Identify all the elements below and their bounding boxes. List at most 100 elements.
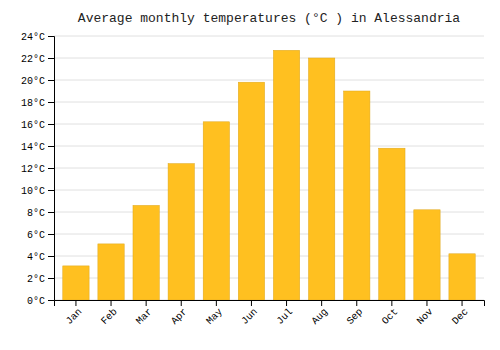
tick: 20°C bbox=[21, 76, 54, 87]
tick-mark bbox=[48, 168, 54, 169]
tick-label: May bbox=[204, 306, 225, 327]
tick-mark bbox=[391, 300, 392, 306]
tick-label: 8°C bbox=[27, 208, 45, 219]
tick-label: Oct bbox=[380, 306, 401, 327]
tick-label: 12°C bbox=[21, 164, 45, 175]
tick: 0°C bbox=[27, 296, 54, 307]
tick-mark bbox=[48, 256, 54, 257]
bar bbox=[414, 210, 440, 300]
tick: 8°C bbox=[27, 208, 54, 219]
tick-label: 16°C bbox=[21, 120, 45, 131]
plot-area bbox=[63, 50, 475, 300]
tick-mark bbox=[48, 234, 54, 235]
bar bbox=[168, 164, 194, 300]
bar bbox=[203, 122, 229, 300]
tick-label: 22°C bbox=[21, 54, 45, 65]
tick: 24°C bbox=[21, 32, 54, 43]
tick-label: 24°C bbox=[21, 32, 45, 43]
y-axis: 0°C 2°C 4°C 6°C 8°C 10°C 12°C 14°C 16°C 18°C 20°C 2… bbox=[21, 32, 55, 307]
tick: Dec bbox=[450, 300, 471, 327]
tick: 22°C bbox=[21, 54, 54, 65]
tick: Oct bbox=[380, 300, 401, 327]
axis-line bbox=[48, 37, 55, 301]
tick: Jan bbox=[64, 300, 85, 327]
tick-mark bbox=[48, 102, 54, 103]
tick-mark bbox=[462, 300, 463, 306]
tick-mark bbox=[48, 190, 54, 191]
tick-mark bbox=[48, 278, 54, 279]
tick-mark bbox=[356, 300, 357, 306]
bar bbox=[133, 205, 159, 300]
tick: Jul bbox=[275, 300, 296, 327]
tick-mark bbox=[286, 300, 287, 306]
tick-mark bbox=[48, 80, 54, 81]
x-axis: Jan Feb Mar Apr May Jun Jul Aug Sep Oct Nov Dec bbox=[55, 300, 485, 327]
tick: 4°C bbox=[27, 252, 54, 263]
tick-mark bbox=[48, 146, 54, 147]
tick: Nov bbox=[415, 300, 436, 327]
tick-label: Apr bbox=[169, 306, 190, 327]
tick: Aug bbox=[310, 300, 331, 327]
bar bbox=[63, 266, 89, 300]
tick: 16°C bbox=[21, 120, 54, 131]
bar bbox=[98, 244, 124, 300]
bar bbox=[238, 82, 264, 300]
tick-label: 18°C bbox=[21, 98, 45, 109]
grid-line bbox=[54, 124, 484, 125]
bar bbox=[449, 254, 475, 300]
tick-mark bbox=[321, 300, 322, 306]
tick-mark bbox=[146, 300, 147, 306]
tick-label: 2°C bbox=[27, 274, 45, 285]
tick-mark bbox=[48, 212, 54, 213]
tick: 18°C bbox=[21, 98, 54, 109]
tick-label: Jan bbox=[64, 306, 85, 327]
tick: 14°C bbox=[21, 142, 54, 153]
title: Average monthly temperatures (°C ) in Al… bbox=[78, 11, 460, 26]
tick-mark bbox=[251, 300, 252, 306]
grid-line bbox=[54, 168, 484, 169]
grid-line bbox=[54, 80, 484, 81]
grid-line bbox=[54, 190, 484, 191]
grid-line bbox=[54, 58, 484, 59]
tick-label: 14°C bbox=[21, 142, 45, 153]
tick-label: Dec bbox=[450, 306, 471, 327]
tick-mark bbox=[181, 300, 182, 306]
tick-mark bbox=[75, 300, 76, 306]
tick-mark bbox=[48, 36, 54, 37]
tick: 12°C bbox=[21, 164, 54, 175]
tick-label: 0°C bbox=[27, 296, 45, 307]
tick: 6°C bbox=[27, 230, 54, 241]
axis-line bbox=[55, 301, 485, 307]
tick: Sep bbox=[345, 300, 366, 327]
tick-label: Nov bbox=[415, 306, 436, 327]
tick: Jun bbox=[239, 300, 260, 327]
tick-label: Mar bbox=[134, 306, 155, 327]
grid bbox=[54, 36, 484, 300]
tick-mark bbox=[216, 300, 217, 306]
chart: 0°C 2°C 4°C 6°C 8°C 10°C 12°C 14°C 16°C 18°C 20°C 2… bbox=[0, 0, 500, 350]
tick: 2°C bbox=[27, 274, 54, 285]
tick-label: Feb bbox=[99, 306, 120, 327]
tick-label: Jun bbox=[239, 306, 260, 327]
tick: Mar bbox=[134, 300, 155, 327]
bar bbox=[379, 148, 405, 300]
tick-label: 4°C bbox=[27, 252, 45, 263]
tick-mark bbox=[111, 300, 112, 306]
tick-label: 20°C bbox=[21, 76, 45, 87]
bar bbox=[308, 58, 334, 300]
tick-label: Sep bbox=[345, 306, 366, 327]
tick-mark bbox=[48, 124, 54, 125]
tick-mark bbox=[48, 300, 54, 301]
tick: May bbox=[204, 300, 225, 327]
tick-mark bbox=[426, 300, 427, 306]
grid-line bbox=[54, 146, 484, 147]
tick-mark bbox=[48, 58, 54, 59]
tick: Feb bbox=[99, 300, 120, 327]
tick-label: Jul bbox=[275, 306, 296, 327]
tick-label: 6°C bbox=[27, 230, 45, 241]
grid-line bbox=[54, 102, 484, 103]
tick-label: 10°C bbox=[21, 186, 45, 197]
tick: Apr bbox=[169, 300, 190, 327]
bar bbox=[344, 91, 370, 300]
tick: 10°C bbox=[21, 186, 54, 197]
